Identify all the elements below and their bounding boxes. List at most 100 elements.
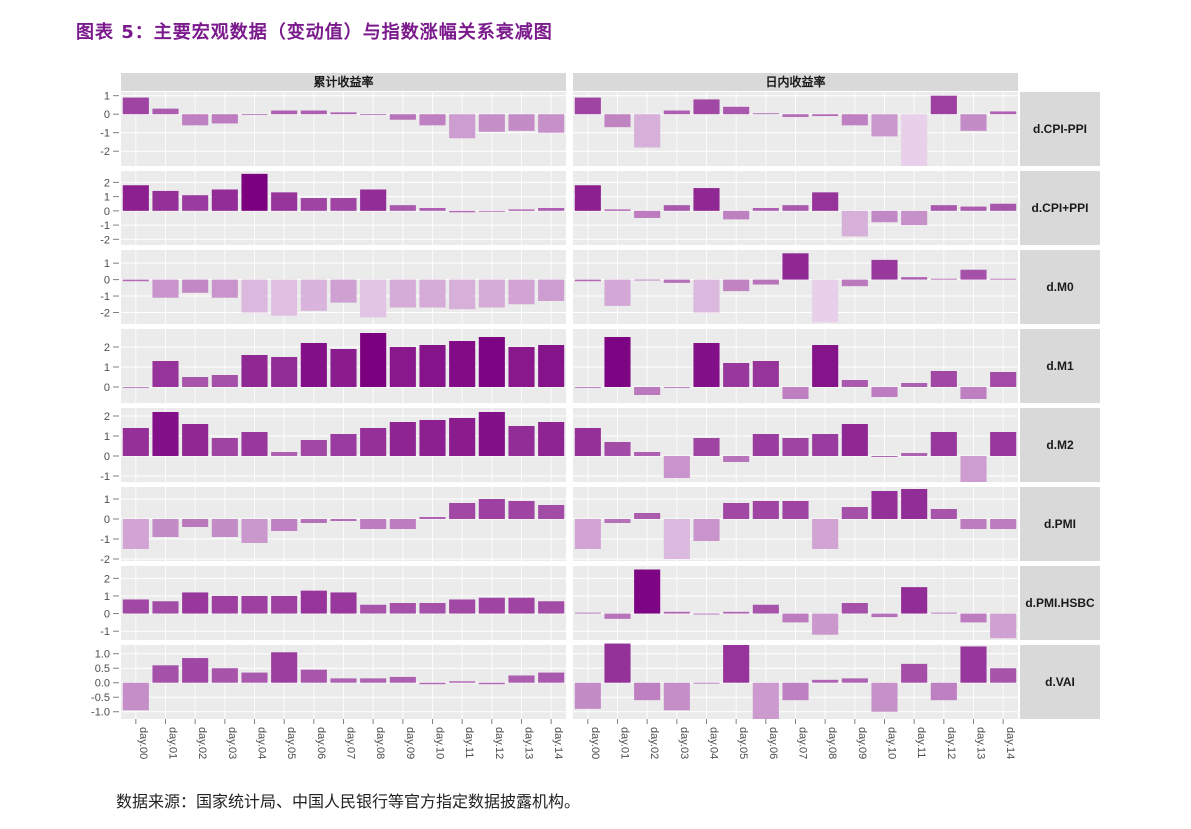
bar-d-m0-intraday-day08 [812,279,839,323]
bar-d-vai-cumulative-day00 [122,682,149,711]
bar-d-cpi-ppi-cumulative-day11 [449,210,476,213]
row-strip-label: d.VAI [1045,675,1075,689]
bar-d-m2-intraday-day07 [782,438,809,456]
bar-d-m1-cumulative-day08 [360,333,387,387]
row-strip [1020,487,1100,561]
bar-d-pmi-intraday-day13 [960,519,987,529]
bar-d-m1-cumulative-day05 [271,357,298,387]
x-tick-label: day.02 [648,727,660,759]
bar-d-m0-intraday-day03 [663,279,690,283]
y-tick-label: 1 [104,591,110,603]
bar-d-cpi-ppi-cumulative-day02 [182,114,209,126]
bar-d-m2-intraday-day03 [663,456,690,478]
bar-d-pmi-intraday-day07 [782,501,809,519]
bar-d-m2-cumulative-day05 [271,452,298,456]
y-tick-label: 1 [104,91,110,103]
bar-d-m0-intraday-day07 [782,253,809,280]
x-tick-label: day.06 [767,727,779,759]
y-tick-label: -1.0 [91,707,110,719]
bar-d-m2-intraday-day11 [901,453,928,456]
bar-d-cpi-ppi-cumulative-day04 [241,173,268,211]
bar-d-pmi-hsbc-cumulative-day14 [538,601,565,614]
bar-d-m0-cumulative-day14 [538,279,565,301]
bar-d-vai-intraday-day02 [634,682,661,701]
y-tick-label: -1 [100,626,110,638]
bar-d-cpi-ppi-intraday-day00 [574,97,601,115]
bar-d-pmi-hsbc-intraday-day06 [752,604,779,614]
bar-d-m0-cumulative-day10 [419,279,446,308]
y-tick-label: -1 [100,220,110,232]
y-tick-label: 0.0 [95,678,110,690]
x-tick-label: day.14 [1004,727,1016,759]
bar-d-vai-cumulative-day14 [538,672,565,683]
bar-d-pmi-intraday-day01 [604,519,631,523]
bar-d-m2-intraday-day10 [871,456,898,457]
bar-d-cpi-ppi-cumulative-day14 [538,208,565,211]
bar-d-vai-intraday-day01 [604,643,631,683]
bar-d-m1-cumulative-day07 [330,349,357,387]
bar-d-m0-intraday-day05 [723,279,750,292]
x-tick-label: day.13 [975,727,987,759]
bar-d-cpi-ppi-cumulative-day13 [508,114,535,131]
row-strip [1020,645,1100,719]
bar-d-pmi-hsbc-intraday-day14 [990,613,1017,639]
x-tick-label: day.12 [493,727,505,759]
bar-d-cpi-ppi-intraday-day14 [990,203,1017,211]
y-tick-label: 0 [104,275,110,287]
bar-d-pmi-hsbc-intraday-day00 [574,612,601,614]
bar-d-vai-cumulative-day01 [152,665,179,683]
x-tick-label: day.03 [226,727,238,759]
y-tick-label: -2 [100,554,110,566]
bar-d-pmi-hsbc-intraday-day12 [930,612,957,614]
bar-d-m0-cumulative-day03 [211,279,238,298]
bar-d-m1-cumulative-day04 [241,355,268,387]
bar-d-m0-cumulative-day02 [182,279,209,293]
x-tick-label: day.00 [137,727,149,759]
bar-d-cpi-ppi-intraday-day07 [782,205,809,211]
bar-d-vai-intraday-day05 [723,645,750,683]
bar-d-m0-intraday-day14 [990,278,1017,280]
bar-d-m1-cumulative-day14 [538,345,565,387]
x-tick-label: day.09 [404,727,416,759]
bar-d-m2-cumulative-day02 [182,424,209,456]
bar-d-cpi-ppi-intraday-day10 [871,210,898,223]
bar-d-cpi-ppi-intraday-day02 [634,114,661,148]
bar-d-vai-cumulative-day03 [211,668,238,683]
x-tick-label: day.13 [523,727,535,759]
bar-d-pmi-intraday-day11 [901,489,928,519]
bar-d-m1-intraday-day07 [782,387,809,399]
bar-d-m0-cumulative-day05 [271,279,298,316]
bar-d-pmi-hsbc-intraday-day05 [723,611,750,614]
bar-d-pmi-hsbc-intraday-day04 [693,613,720,615]
row-strip-label: d.PMI [1044,517,1076,531]
y-tick-label: -1 [100,291,110,303]
bar-d-vai-intraday-day03 [663,682,690,711]
y-tick-label: 0 [104,109,110,121]
bar-d-vai-intraday-day06 [752,682,779,719]
bar-d-cpi-ppi-cumulative-day09 [389,205,416,211]
bar-d-m2-intraday-day14 [990,432,1017,456]
bar-d-cpi-ppi-cumulative-day01 [152,108,179,115]
bar-d-cpi-ppi-intraday-day04 [693,99,720,115]
x-tick-label: day.06 [315,727,327,759]
bar-d-pmi-intraday-day06 [752,501,779,519]
y-tick-label: 0 [104,514,110,526]
bar-d-m2-intraday-day02 [634,452,661,456]
bar-d-m1-cumulative-day10 [419,345,446,387]
bar-d-cpi-ppi-cumulative-day12 [478,210,505,212]
bar-d-pmi-hsbc-intraday-day13 [960,613,987,623]
bar-d-pmi-cumulative-day13 [508,501,535,519]
bar-d-m2-intraday-day08 [812,434,839,456]
bar-d-cpi-ppi-cumulative-day13 [508,209,535,211]
bar-d-cpi-ppi-intraday-day09 [841,210,868,237]
row-strip [1020,92,1100,166]
bar-d-pmi-intraday-day12 [930,509,957,519]
bar-d-m1-cumulative-day13 [508,347,535,387]
bar-d-cpi-ppi-intraday-day12 [930,205,957,211]
x-tick-label: day.03 [678,727,690,759]
row-strip-label: d.CPI-PPI [1033,122,1087,136]
bar-d-m1-intraday-day12 [930,371,957,387]
bar-d-pmi-cumulative-day01 [152,519,179,537]
bar-d-pmi-cumulative-day07 [330,519,357,521]
